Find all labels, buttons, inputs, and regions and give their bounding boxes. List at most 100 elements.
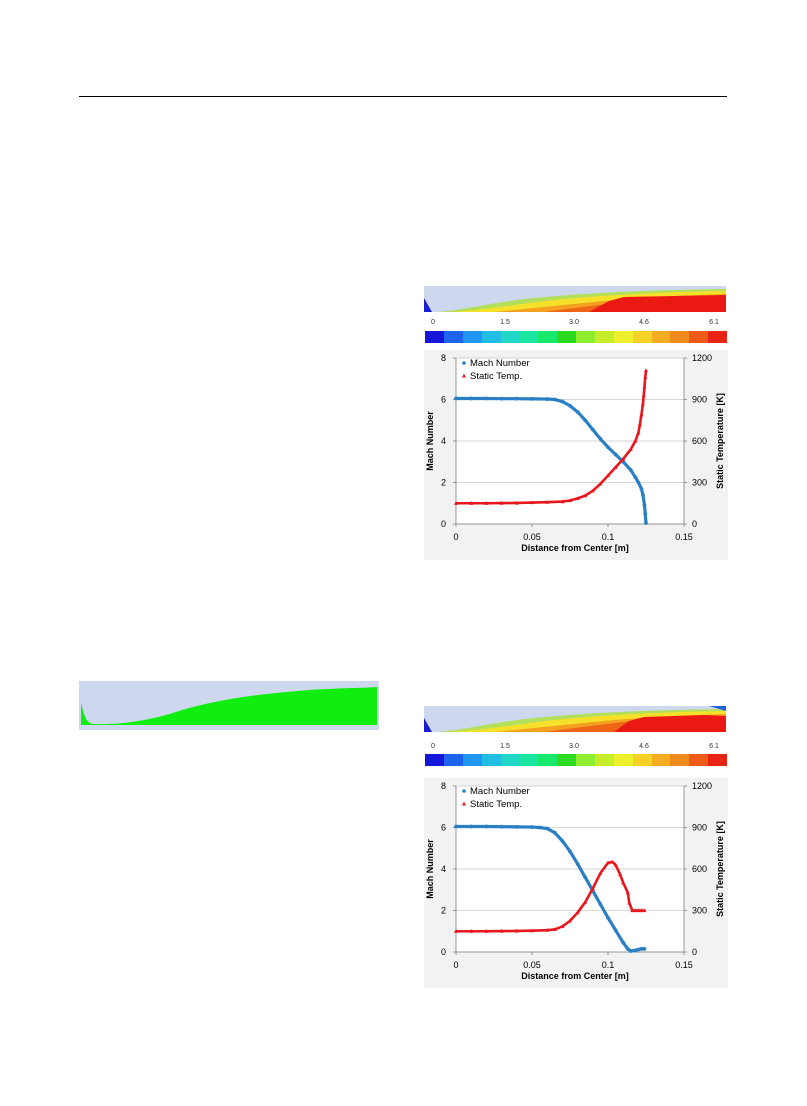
x-tick-label: 0.1: [602, 960, 615, 970]
temp-point: [627, 900, 632, 905]
mach-point: [568, 403, 572, 408]
colorbar-swatch: [538, 754, 558, 766]
colorbar-labels-lower: 0 1.5 3.0 4.6 6.1: [425, 743, 727, 755]
temp-point: [618, 872, 623, 877]
mach-point: [642, 503, 647, 508]
header-rule: [79, 96, 727, 97]
temp-point: [469, 501, 474, 505]
colorbar-swatch: [689, 754, 709, 766]
legend-marker-triangle: [462, 801, 466, 806]
mach-point: [499, 824, 504, 829]
contour-plot-upper: [424, 286, 726, 312]
x-tick-label: 0.1: [602, 532, 615, 542]
mach-point: [644, 521, 648, 525]
temp-point: [514, 500, 519, 505]
contour-wall-blue: [424, 298, 432, 312]
mach-point: [636, 947, 641, 952]
colorbar-swatch: [632, 331, 652, 343]
mach-point: [639, 486, 644, 491]
mach-point: [583, 875, 588, 880]
colorbar-swatch: [613, 754, 633, 766]
temp-point: [640, 401, 645, 406]
temp-point: [639, 908, 644, 913]
temp-point: [568, 498, 572, 503]
y-tick-label: 4: [441, 436, 446, 446]
mach-point: [530, 396, 534, 401]
colorbar-tick: 3.0: [569, 319, 579, 326]
legend-marker-triangle: [462, 373, 466, 378]
temp-point: [590, 488, 595, 493]
temp-point: [469, 929, 474, 933]
temp-point: [639, 412, 644, 417]
x-axis-title: Distance from Center [m]: [521, 971, 629, 981]
colorbar-tick: 4.6: [639, 743, 649, 750]
mach-point: [621, 940, 626, 945]
mach-point: [568, 849, 572, 854]
temp-point: [644, 368, 648, 373]
temp-point: [568, 918, 572, 923]
mach-point: [469, 824, 474, 829]
mach-point: [454, 824, 458, 829]
temp-point: [613, 465, 618, 469]
legend-label: Mach Number: [470, 786, 530, 797]
x-tick-label: 0.05: [523, 532, 541, 542]
colorbar-swatch: [651, 331, 671, 343]
temp-point: [625, 890, 630, 895]
chart-upper: 0 2 4 6 8 0 300 600 900 1200 0 0.05 0.1 0.15 Distance …: [424, 350, 728, 560]
y2-tick-label: 0: [692, 947, 697, 957]
mach-point: [545, 397, 550, 401]
mach-point: [552, 397, 557, 402]
temp-point: [613, 862, 618, 867]
temp-point: [575, 910, 580, 915]
x-tick-label: 0.15: [675, 960, 693, 970]
mach-point: [575, 410, 580, 414]
y2-tick-label: 1200: [692, 353, 712, 363]
colorbar-swatch: [481, 754, 501, 766]
temp-point: [530, 500, 534, 505]
y2-tick-label: 900: [692, 395, 707, 405]
y-tick-label: 2: [441, 906, 446, 916]
mach-point: [606, 445, 610, 450]
colorbar-swatch: [689, 331, 709, 343]
colorbar-tick: 1.5: [500, 743, 510, 750]
colorbar-swatch: [425, 754, 444, 766]
temp-point: [583, 493, 588, 498]
colorbar-tick: 3.0: [569, 743, 579, 750]
colorbar-swatch: [576, 754, 595, 766]
mach-point: [598, 437, 603, 441]
legend-marker-circle: [462, 789, 466, 793]
x-axis-title: Distance from Center [m]: [521, 543, 629, 553]
mach-point: [598, 902, 603, 907]
mach-point: [625, 946, 630, 951]
x-tick-label: 0.05: [523, 960, 541, 970]
colorbar-swatch: [594, 331, 614, 343]
temp-point: [560, 924, 565, 929]
series-line: [456, 860, 645, 933]
mach-point: [560, 839, 565, 843]
mach-point: [583, 418, 588, 423]
mach-point: [628, 468, 633, 472]
colorbar-swatch: [632, 754, 652, 766]
y-tick-label: 8: [441, 781, 446, 791]
x-tick-label: 0.15: [675, 532, 693, 542]
mach-point: [514, 824, 519, 829]
mach-point: [537, 825, 542, 830]
series-line: [456, 370, 648, 505]
mach-point: [633, 475, 638, 480]
y2-tick-label: 900: [692, 823, 707, 833]
colorbar-swatch: [651, 754, 671, 766]
mach-point: [606, 915, 610, 920]
temp-point: [633, 908, 638, 913]
legend-label: Static Temp.: [470, 799, 522, 810]
mach-point: [560, 399, 565, 404]
colorbar-swatch: [519, 754, 539, 766]
colorbar-swatch: [443, 754, 463, 766]
colorbar-swatch: [462, 754, 482, 766]
colorbar-swatch: [462, 331, 482, 343]
colorbar-swatch: [576, 331, 595, 343]
mach-point: [484, 824, 489, 829]
temp-point: [642, 908, 647, 913]
temp-point: [598, 870, 603, 875]
chart-lower: 0 2 4 6 8 0 300 600 900 1200 0 0.05 0.1 0.15 Distance …: [424, 778, 728, 988]
y2-tick-label: 300: [692, 478, 707, 488]
